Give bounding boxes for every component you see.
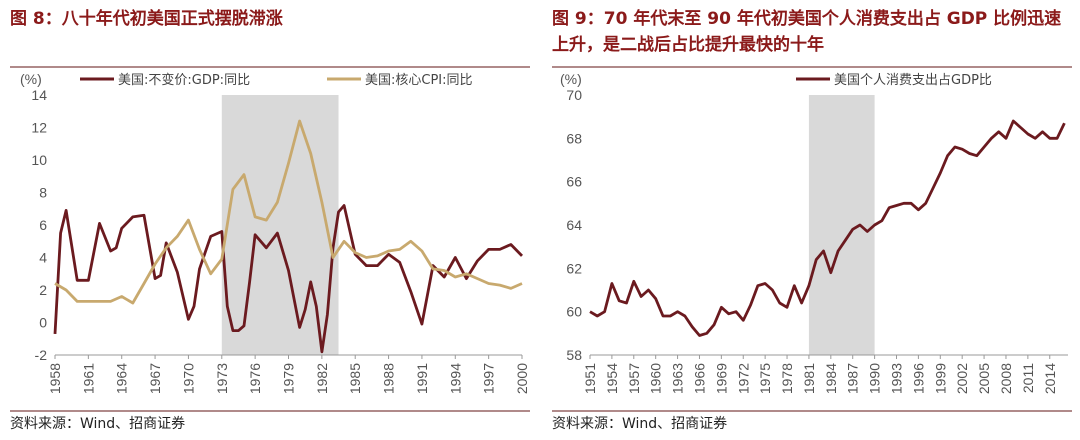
x-tick-label: 1969: [713, 363, 729, 394]
x-tick-label: 1993: [889, 363, 905, 394]
y-tick-label: 8: [39, 185, 47, 201]
x-tick-label: 2011: [1020, 363, 1036, 393]
right-source-rule: [552, 410, 1072, 412]
x-tick-label: 1979: [281, 363, 297, 394]
x-tick-label: 2002: [954, 363, 970, 394]
shaded-period: [221, 95, 339, 355]
x-tick-label: 1996: [910, 363, 926, 394]
x-tick-label: 1987: [845, 363, 861, 394]
left-chart-title: 图 8：八十年代初美国正式摆脱滞涨: [10, 9, 283, 29]
y-tick-label: 58: [566, 347, 582, 363]
x-tick-label: 1975: [757, 363, 773, 394]
series-line-1: [589, 119, 1066, 337]
x-tick-label: 1966: [691, 363, 707, 394]
series-line-1: [53, 204, 524, 354]
x-tick-label: 1988: [381, 363, 397, 394]
right-title-rule: [552, 66, 1072, 68]
x-tick-label: 1981: [801, 363, 817, 394]
legend-label: 美国个人消费支出占GDP比: [834, 73, 992, 88]
y-tick-label: 12: [31, 120, 47, 136]
left-source-note: 资料来源：Wind、招商证券: [10, 416, 186, 432]
x-tick-label: 1957: [626, 363, 642, 394]
x-tick-label: 1990: [867, 363, 883, 394]
y-tick-label: 10: [31, 152, 47, 168]
shaded-period: [808, 95, 875, 355]
x-tick-label: 2000: [514, 363, 530, 394]
x-tick-label: 1973: [214, 363, 230, 394]
x-tick-label: 1958: [47, 363, 63, 394]
x-tick-label: 1994: [447, 363, 463, 394]
y-tick-label: -2: [35, 347, 48, 363]
x-tick-label: 2014: [1042, 363, 1058, 394]
x-tick-label: 1964: [114, 363, 130, 394]
left-title-rule: [10, 66, 530, 68]
x-tick-label: 1970: [180, 363, 196, 394]
y-unit-label: (%): [20, 71, 42, 87]
y-tick-label: 6: [39, 217, 47, 233]
x-tick-label: 1951: [582, 363, 598, 394]
y-tick-label: 66: [566, 174, 582, 190]
y-tick-label: 2: [39, 282, 47, 298]
x-tick-label: 1997: [481, 363, 497, 394]
left-source-rule: [10, 410, 530, 412]
right-source-note: 资料来源：Wind、招商证券: [552, 416, 728, 432]
x-tick-label: 1961: [80, 363, 96, 394]
y-tick-label: 4: [39, 250, 47, 266]
y-tick-label: 14: [31, 87, 47, 103]
x-tick-label: 1960: [648, 363, 664, 394]
x-tick-label: 1982: [314, 363, 330, 394]
x-tick-label: 1963: [670, 363, 686, 394]
y-tick-label: 0: [39, 315, 47, 331]
right-chart-title: 图 9：70 年代末至 90 年代初美国个人消费支出占 GDP 比例迅速上升，是…: [552, 9, 1062, 55]
y-tick-label: 70: [566, 87, 582, 103]
legend-label: 美国:核心CPI:同比: [365, 73, 473, 88]
x-tick-label: 1991: [414, 363, 430, 394]
y-tick-label: 68: [566, 130, 582, 146]
x-tick-label: 1978: [779, 363, 795, 394]
x-tick-label: 1984: [823, 363, 839, 394]
y-tick-label: 60: [566, 304, 582, 320]
x-tick-label: 2005: [976, 363, 992, 394]
x-tick-label: 1976: [247, 363, 263, 394]
x-tick-label: 1999: [932, 363, 948, 394]
legend-label: 美国:不变价:GDP:同比: [118, 72, 250, 88]
x-tick-label: 1985: [347, 363, 363, 394]
x-tick-label: 1954: [604, 363, 620, 394]
y-unit-label: (%): [560, 71, 582, 87]
x-tick-label: 2008: [998, 363, 1014, 394]
x-tick-label: 1967: [147, 363, 163, 394]
y-tick-label: 64: [566, 217, 582, 233]
x-tick-label: 1972: [735, 363, 751, 394]
y-tick-label: 62: [566, 260, 582, 276]
series-line-2: [54, 119, 523, 305]
